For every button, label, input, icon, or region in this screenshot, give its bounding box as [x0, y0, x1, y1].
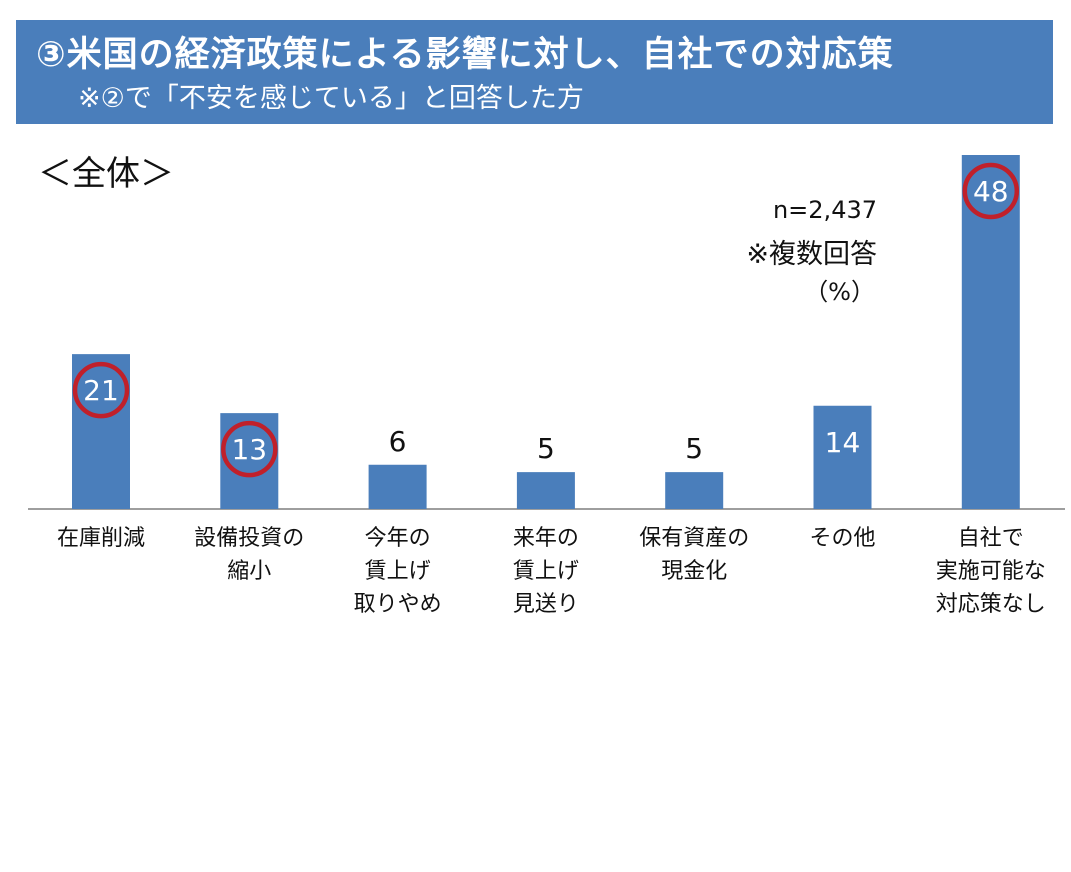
highlight-circle [72, 361, 130, 419]
unit-note: （%） [804, 278, 875, 306]
bar [516, 472, 575, 509]
bar [368, 464, 427, 509]
category-label: 実施可能な [936, 559, 1046, 584]
data-label: 21 [83, 374, 119, 407]
page-title: ③米国の経済政策による影響に対し、自社での対応策 [36, 35, 894, 75]
sample-size-note: n=2,437 [772, 196, 877, 224]
category-label: 縮小 [227, 559, 271, 584]
bar [72, 354, 130, 509]
category-label: 賃上げ [513, 559, 579, 584]
category-label: 来年の [513, 526, 579, 551]
category-label: 設備投資の [194, 526, 304, 551]
category-label: 自社で [958, 526, 1024, 551]
section-label: ＜全体＞ [38, 154, 174, 194]
category-label: その他 [809, 526, 875, 551]
data-label: 13 [231, 433, 267, 466]
category-label: 賃上げ [365, 559, 431, 584]
bar [665, 472, 724, 509]
bar [961, 155, 1020, 509]
category-label: 取りやめ [354, 592, 442, 617]
bar [813, 405, 872, 509]
category-label: 在庫削減 [57, 526, 145, 551]
data-label: 5 [685, 432, 703, 465]
page-subtitle: ※②で「不安を感じている」と回答した方 [78, 83, 584, 114]
data-label: 5 [537, 432, 555, 465]
category-label: 対応策なし [936, 592, 1046, 617]
title-banner: ③米国の経済政策による影響に対し、自社での対応策 ※②で「不安を感じている」と回… [16, 20, 1053, 124]
category-label: 今年の [365, 526, 431, 551]
data-label: 48 [973, 175, 1009, 208]
data-label: 6 [389, 425, 407, 458]
category-label: 現金化 [661, 559, 727, 584]
data-label: 14 [825, 426, 861, 459]
highlight-circle [221, 420, 278, 478]
multiple-answer-note: ※複数回答 [746, 239, 877, 270]
highlight-circle [962, 162, 1020, 220]
category-label: 見送り [513, 592, 579, 617]
category-label: 保有資産の [639, 526, 749, 551]
